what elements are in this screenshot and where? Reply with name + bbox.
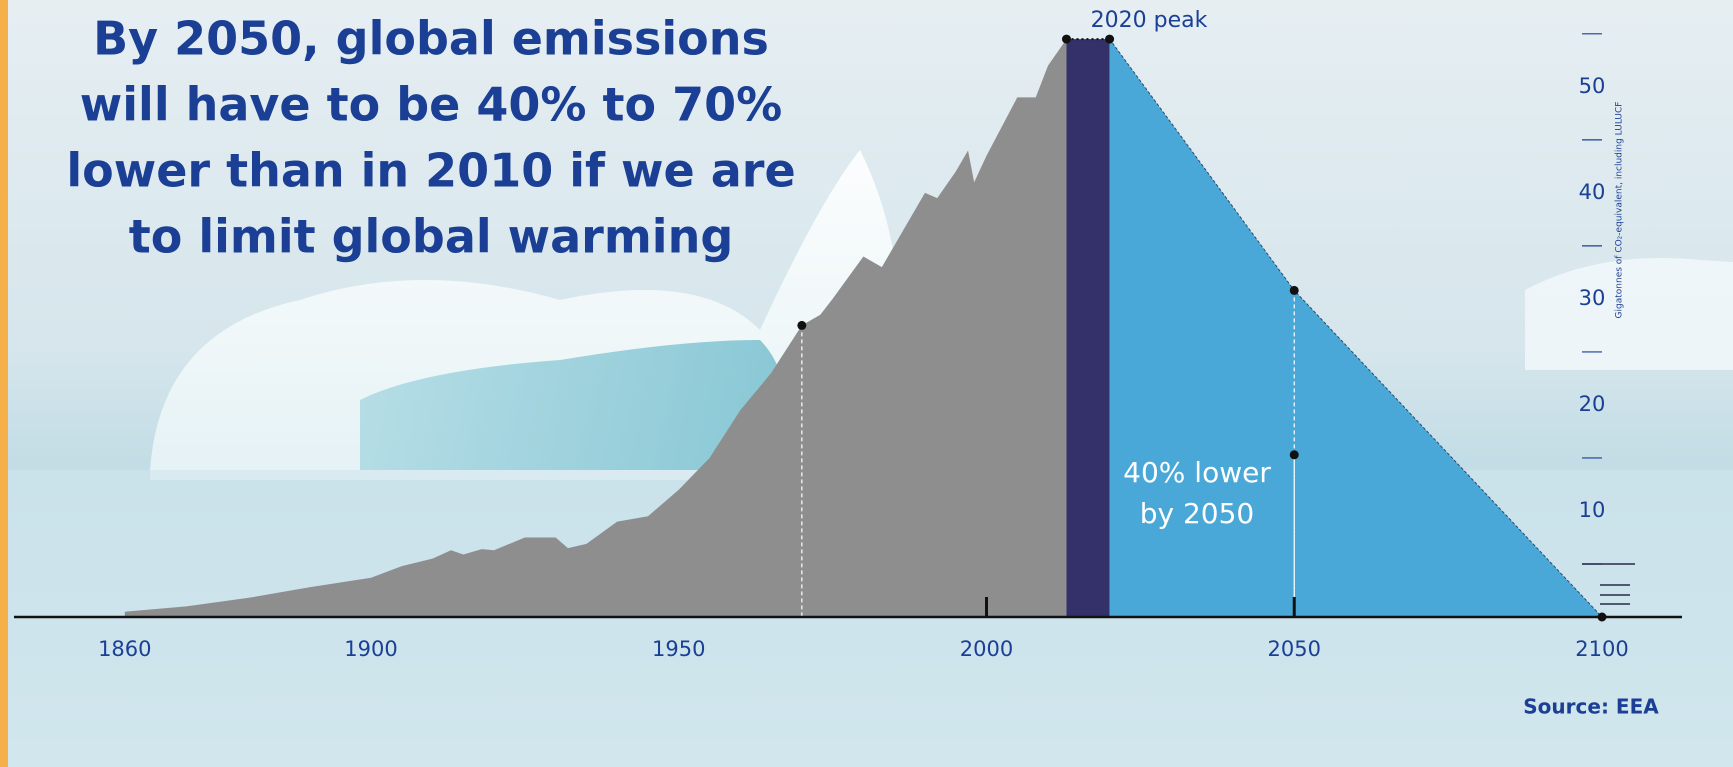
marker	[797, 320, 807, 330]
area	[1066, 39, 1110, 618]
x-tick-label: 1950	[652, 637, 705, 661]
plot: 1860 1900 1950 2000 2050 2100 10 20 30 40 50	[14, 33, 1682, 661]
title-line: By 2050, global emissions	[93, 12, 769, 66]
title-line: will have to be 40% to 70%	[80, 78, 782, 132]
x-tick-label: 2050	[1268, 637, 1321, 661]
y-tick-label: 20	[1579, 392, 1606, 416]
x-tick-label: 1860	[98, 637, 151, 661]
y-axis-label: Gigatonnes of CO₂-equivalent, including …	[1615, 102, 1625, 319]
x-tick-label: 2100	[1575, 637, 1628, 661]
y-tick-label: 10	[1579, 498, 1606, 522]
y-tick-label: 50	[1579, 74, 1606, 98]
iceberg-far	[1525, 258, 1733, 370]
edge-strip	[0, 0, 8, 767]
x-tick-label: 1900	[344, 637, 397, 661]
decor-lines	[1582, 563, 1635, 605]
marker	[1289, 450, 1299, 460]
marker	[1289, 285, 1299, 295]
peak-dot	[1105, 34, 1115, 44]
area	[124, 39, 1067, 618]
iceberg-shade	[360, 340, 787, 470]
x-tick-label: 2000	[960, 637, 1013, 661]
area	[1109, 39, 1602, 618]
peak-dot	[1062, 34, 1072, 44]
annotation-line: 40% lower	[1123, 456, 1271, 489]
peak-label: 2020 peak	[1091, 8, 1208, 33]
annotation-line: by 2050	[1140, 497, 1255, 530]
y-tick-label: 40	[1579, 180, 1606, 204]
source: Source: EEA	[1523, 695, 1659, 719]
title-line: lower than in 2010 if we are	[66, 144, 795, 198]
title-line: to limit global warming	[129, 210, 734, 264]
y-tick-label: 30	[1579, 286, 1606, 310]
